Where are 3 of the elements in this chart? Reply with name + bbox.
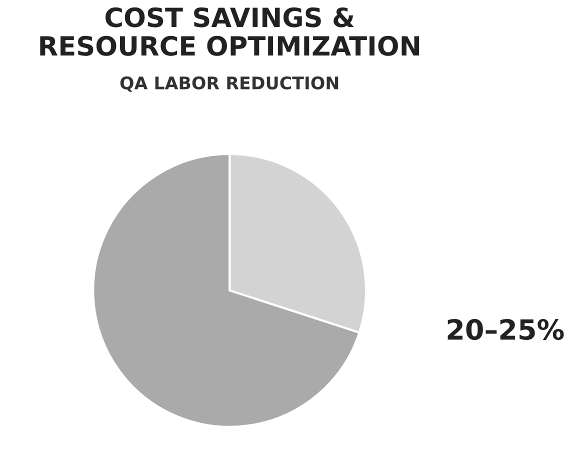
chart-title: COST SAVINGS & RESOURCE OPTIMIZATION: [40, 7, 419, 56]
text: 20–25%: [448, 318, 564, 340]
chart-subtitle: QA LABOR REDUCTION: [120, 76, 338, 92]
